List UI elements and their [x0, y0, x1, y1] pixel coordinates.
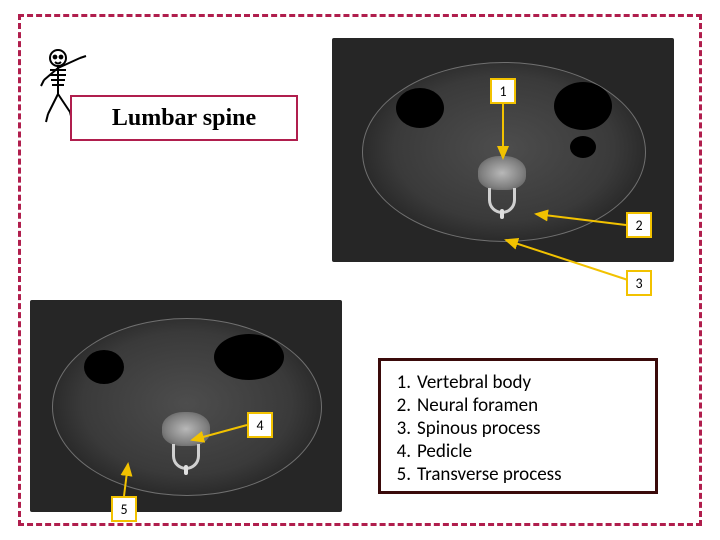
legend-text: Spinous process [417, 417, 540, 440]
ct-scan-upper [332, 38, 674, 262]
legend-num: 1. [389, 371, 411, 394]
label-badge-2: 2 [626, 212, 652, 238]
organ-blob [84, 350, 124, 384]
legend-num: 5. [389, 463, 411, 486]
badge-num: 2 [635, 217, 642, 234]
legend-item: 5. Transverse process [389, 463, 647, 486]
organ-blob [570, 136, 596, 158]
legend-text: Transverse process [417, 463, 562, 486]
ct-scan-lower [30, 300, 342, 512]
legend-text: Neural foramen [417, 394, 538, 417]
page-title: Lumbar spine [70, 95, 298, 141]
legend-text: Pedicle [417, 440, 472, 463]
legend-num: 2. [389, 394, 411, 417]
vertebral-body [162, 412, 210, 446]
legend-item: 2. Neural foramen [389, 394, 647, 417]
legend-num: 4. [389, 440, 411, 463]
legend-box: 1. Vertebral body 2. Neural foramen 3. Spin… [378, 358, 658, 494]
label-badge-3: 3 [626, 270, 652, 296]
badge-num: 5 [120, 501, 127, 518]
legend-num: 3. [389, 417, 411, 440]
label-badge-5: 5 [111, 496, 137, 522]
organ-blob [554, 82, 612, 130]
vertebral-body [478, 156, 526, 190]
label-badge-1: 1 [490, 78, 516, 104]
label-badge-4: 4 [247, 412, 273, 438]
organ-blob [214, 334, 284, 380]
legend-item: 1. Vertebral body [389, 371, 647, 394]
legend-item: 3. Spinous process [389, 417, 647, 440]
badge-num: 3 [635, 275, 642, 292]
title-text: Lumbar spine [112, 105, 256, 132]
badge-num: 1 [499, 83, 506, 100]
legend-item: 4. Pedicle [389, 440, 647, 463]
legend-text: Vertebral body [417, 371, 531, 394]
organ-blob [396, 88, 444, 128]
badge-num: 4 [256, 417, 263, 434]
